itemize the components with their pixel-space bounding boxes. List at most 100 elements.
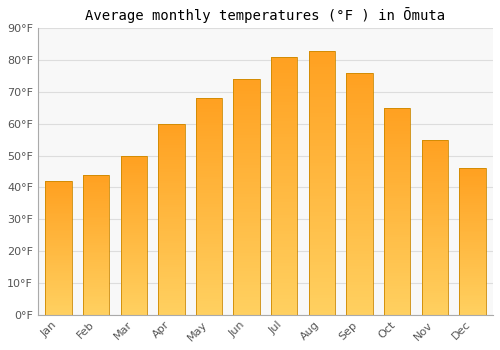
Bar [308, 110, 335, 113]
Bar [83, 232, 110, 234]
Bar [459, 269, 485, 271]
Bar [46, 276, 72, 278]
Bar [196, 269, 222, 272]
Bar [83, 255, 110, 257]
Bar [46, 213, 72, 215]
Bar [459, 222, 485, 223]
Bar [384, 183, 410, 186]
Bar [459, 278, 485, 280]
Bar [234, 123, 260, 126]
Bar [459, 296, 485, 298]
Bar [83, 239, 110, 241]
Bar [346, 281, 372, 285]
Bar [234, 176, 260, 179]
Bar [158, 226, 184, 229]
Bar [308, 206, 335, 209]
Bar [346, 82, 372, 85]
Bar [271, 66, 297, 70]
Bar [83, 306, 110, 308]
Bar [83, 271, 110, 273]
Bar [158, 300, 184, 303]
Bar [271, 73, 297, 76]
Bar [459, 179, 485, 181]
Bar [158, 140, 184, 143]
Bar [158, 160, 184, 162]
Bar [158, 265, 184, 267]
Bar [346, 312, 372, 315]
Bar [384, 160, 410, 162]
Bar [158, 138, 184, 140]
Bar [346, 176, 372, 178]
Bar [120, 175, 147, 177]
Bar [271, 192, 297, 196]
Bar [459, 210, 485, 212]
Bar [422, 157, 448, 159]
Bar [83, 215, 110, 217]
Bar [271, 57, 297, 60]
Bar [46, 270, 72, 271]
Bar [46, 181, 72, 183]
Bar [384, 123, 410, 126]
Bar [234, 235, 260, 238]
Bar [83, 248, 110, 250]
Bar [346, 142, 372, 145]
Bar [271, 157, 297, 160]
Bar [120, 269, 147, 271]
Bar [422, 227, 448, 229]
Bar [384, 152, 410, 154]
Bar [346, 288, 372, 290]
Bar [46, 223, 72, 224]
Bar [308, 70, 335, 74]
Bar [346, 194, 372, 197]
Bar [308, 103, 335, 107]
Bar [271, 247, 297, 250]
Bar [308, 97, 335, 100]
Bar [46, 238, 72, 239]
Bar [234, 206, 260, 209]
Bar [459, 216, 485, 218]
Bar [46, 211, 72, 213]
Bar [271, 228, 297, 231]
Bar [120, 203, 147, 205]
Bar [120, 174, 147, 175]
Bar [120, 221, 147, 223]
Bar [308, 140, 335, 143]
Bar [196, 158, 222, 161]
Bar [120, 189, 147, 191]
Bar [46, 285, 72, 286]
Bar [234, 150, 260, 153]
Bar [46, 199, 72, 201]
Bar [384, 299, 410, 302]
Bar [308, 226, 335, 229]
Bar [271, 118, 297, 121]
Bar [46, 219, 72, 221]
Bar [459, 276, 485, 278]
Bar [459, 231, 485, 232]
Bar [196, 182, 222, 185]
Bar [346, 173, 372, 176]
Bar [271, 60, 297, 63]
Bar [271, 196, 297, 199]
Bar [46, 209, 72, 211]
Bar [83, 253, 110, 255]
Bar [83, 273, 110, 274]
Bar [308, 193, 335, 196]
Bar [271, 89, 297, 92]
Bar [346, 306, 372, 309]
Bar [459, 225, 485, 227]
Bar [346, 257, 372, 260]
Bar [83, 204, 110, 206]
Bar [234, 188, 260, 191]
Bar [234, 200, 260, 203]
Bar [158, 284, 184, 286]
Bar [271, 83, 297, 86]
Bar [459, 300, 485, 302]
Bar [308, 84, 335, 87]
Bar [459, 183, 485, 185]
Bar [158, 241, 184, 243]
Bar [271, 257, 297, 260]
Bar [158, 248, 184, 250]
Bar [346, 139, 372, 142]
Bar [308, 189, 335, 193]
Bar [384, 134, 410, 136]
